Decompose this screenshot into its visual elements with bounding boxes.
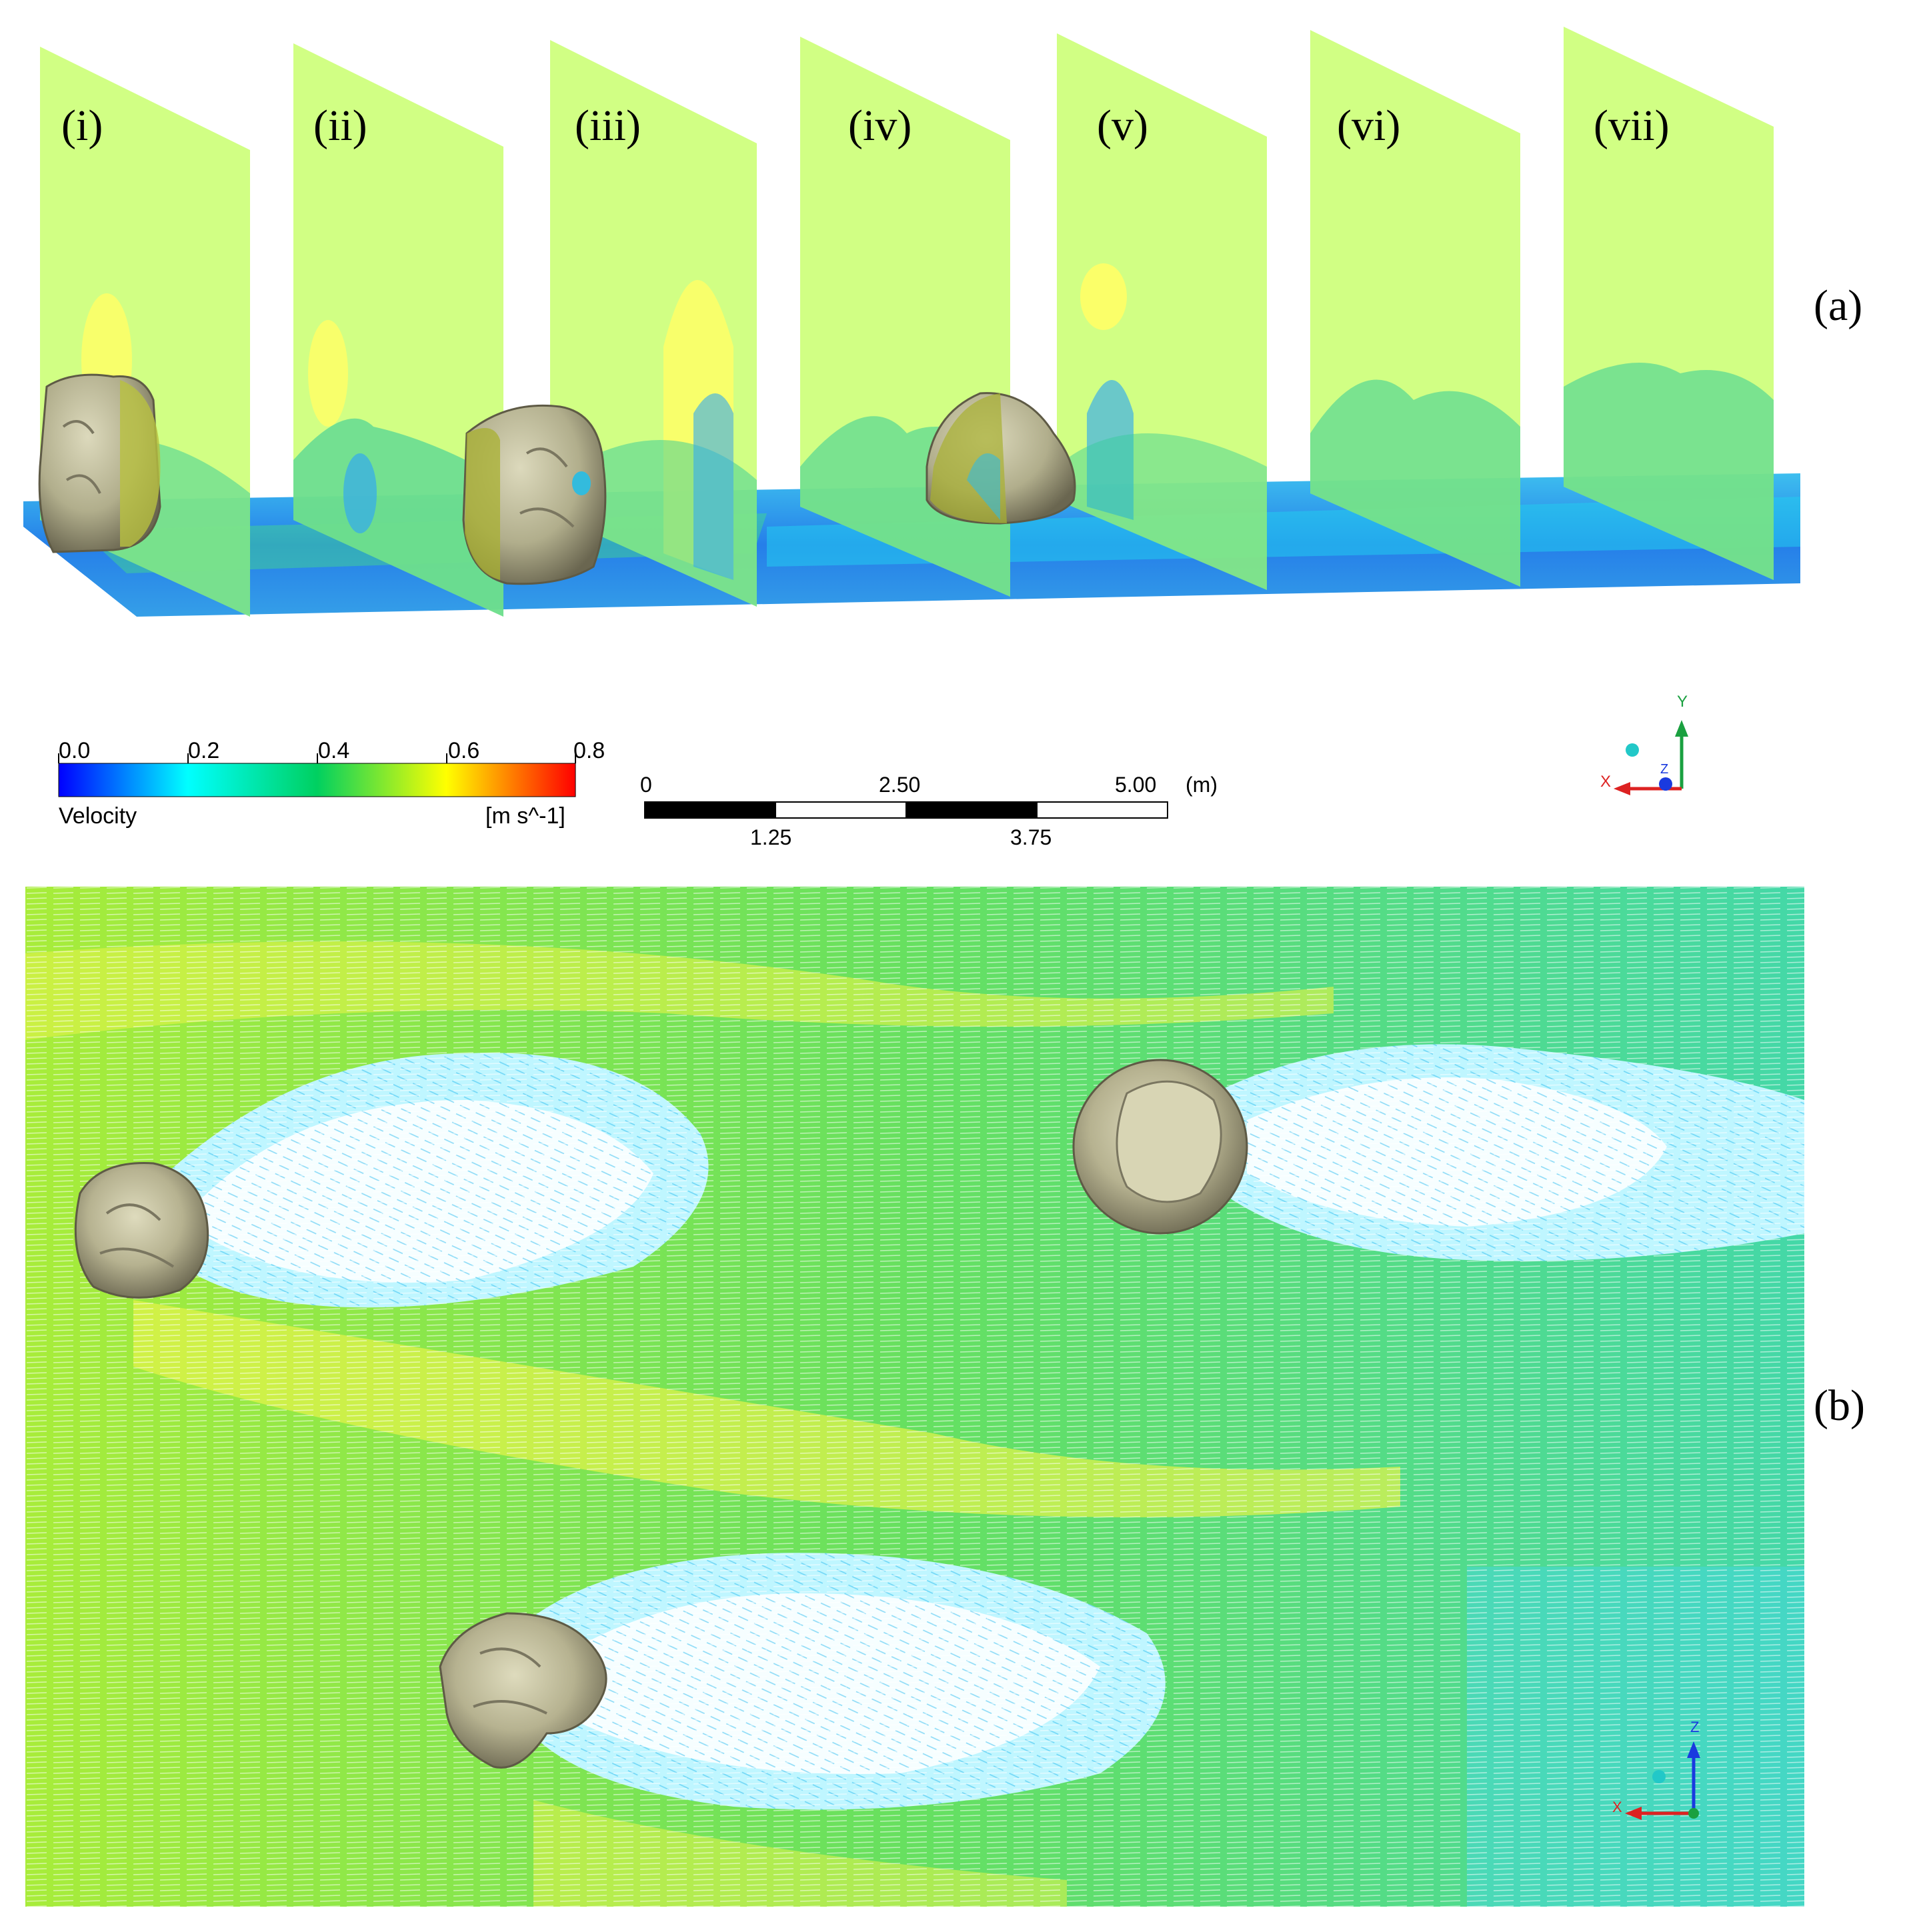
- scale-bar: 0 2.50 5.00 (m) 1.25 3.75: [640, 773, 1218, 849]
- plane-5: [1057, 33, 1267, 590]
- plane-7: [1564, 27, 1774, 580]
- vector-streaks: [25, 887, 1804, 1907]
- triad-b-x: X: [1612, 1799, 1622, 1815]
- scale-bottom-375: 3.75: [1010, 825, 1052, 849]
- scale-top-500: 5.00: [1115, 773, 1156, 797]
- axis-triad-b: Z X: [1612, 1719, 1700, 1820]
- plane-label-vii: (vii): [1594, 101, 1670, 150]
- legend-tick-3: 0.6: [448, 738, 479, 763]
- legend-tick-4: 0.8: [573, 738, 605, 763]
- scale-unit: (m): [1186, 773, 1218, 797]
- legend-tick-2: 0.4: [318, 738, 349, 763]
- boulder-a-3: [925, 392, 1076, 525]
- legend-variable-label: Velocity: [59, 803, 137, 829]
- panel-a-perspective-view: (i) (ii) (iii) (iv) (v) (vi) (vii) (a) 0…: [23, 27, 1862, 849]
- legend-colorbar: [58, 763, 576, 797]
- panel-a-tag: (a): [1814, 281, 1862, 330]
- plane-label-ii: (ii): [313, 101, 367, 150]
- legend-tick-1: 0.2: [188, 738, 219, 763]
- scale-bottom-125: 1.25: [750, 825, 791, 849]
- plane-label-i: (i): [61, 101, 103, 150]
- legend-tick-0: 0.0: [59, 738, 90, 763]
- velocity-legend: 0.0 0.2 0.4 0.6 0.8 Velocity [m s^-1]: [58, 738, 605, 829]
- plane-label-vi: (vi): [1337, 101, 1400, 150]
- axis-triad-a: Y X Z: [1600, 693, 1688, 795]
- scale-top-250: 2.50: [879, 773, 920, 797]
- floor-cyan-band: [767, 497, 1800, 567]
- plane-label-iv: (iv): [848, 101, 911, 150]
- scale-top-0: 0: [640, 773, 652, 797]
- plane-label-iii: (iii): [575, 101, 641, 150]
- plane-6: [1310, 30, 1520, 587]
- boulder-a-1: [38, 373, 161, 553]
- triad-a-z: Z: [1660, 762, 1668, 777]
- boulder-b-1: [74, 1162, 209, 1299]
- boulder-b-3: [439, 1612, 607, 1769]
- panel-b-tag: (b): [1814, 1381, 1865, 1430]
- triad-b-z: Z: [1690, 1719, 1699, 1735]
- boulder-a-2: [462, 404, 607, 585]
- boulder-b-2: [1072, 1059, 1248, 1235]
- plane-2: [293, 43, 503, 617]
- triad-a-y: Y: [1677, 693, 1688, 711]
- plane-label-v: (v): [1097, 101, 1148, 150]
- legend-units-label: [m s^-1]: [485, 803, 565, 829]
- triad-a-x: X: [1600, 773, 1611, 791]
